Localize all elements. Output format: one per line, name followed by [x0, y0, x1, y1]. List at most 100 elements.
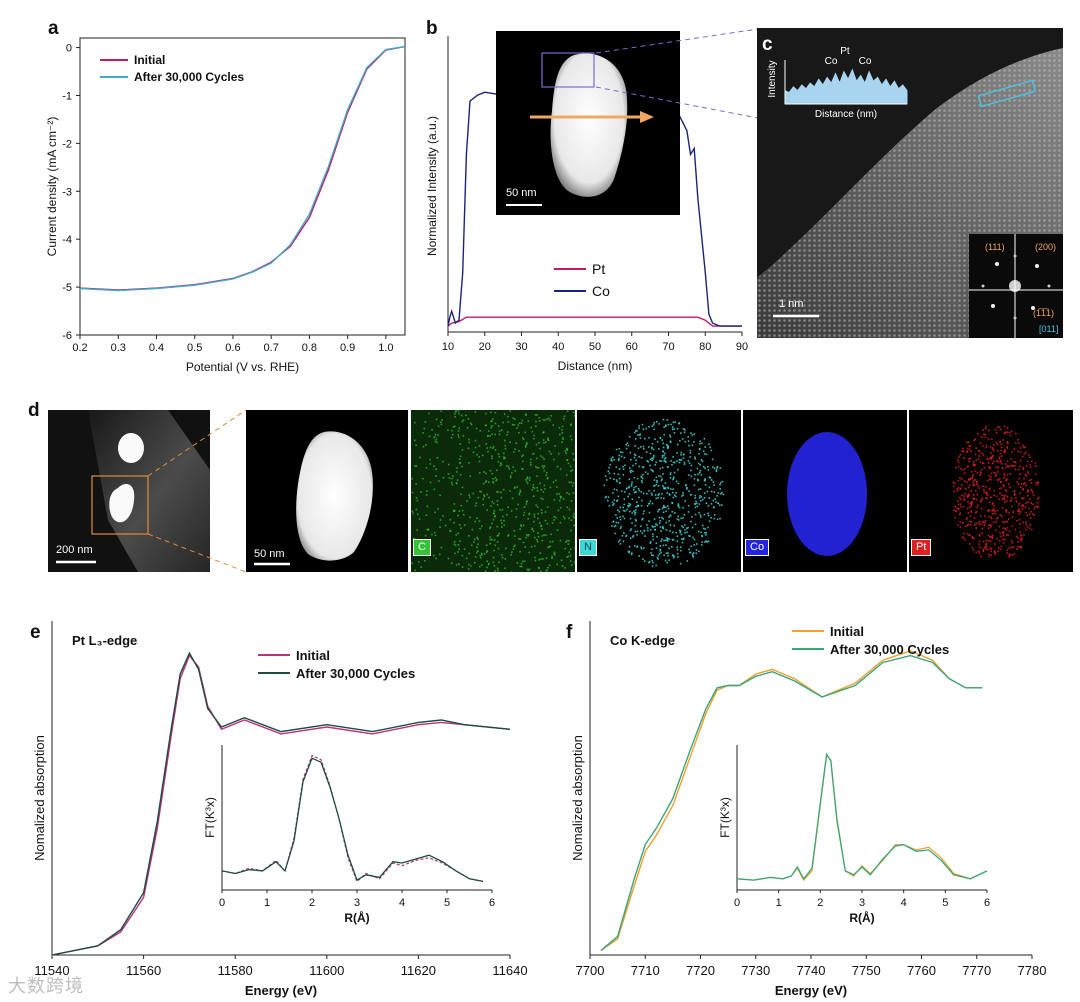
map-dot [628, 486, 630, 489]
eds-map-c: C [411, 410, 575, 572]
legend-label-a-0: Initial [134, 53, 165, 67]
map-dot [962, 498, 965, 501]
map-dot [1012, 546, 1015, 548]
map-dot [605, 479, 608, 481]
map-dot [1000, 548, 1002, 551]
inset-initial-line-e [221, 754, 484, 883]
map-dot [545, 534, 547, 536]
map-dot [603, 484, 606, 487]
map-dot [1032, 503, 1034, 506]
map-dot [664, 458, 666, 460]
map-dot [694, 497, 697, 499]
map-dot [412, 537, 415, 540]
cobalt-particle-signal [787, 432, 867, 556]
plot-frame-a [79, 37, 406, 336]
map-dot [995, 495, 998, 498]
map-dot [546, 506, 549, 509]
map-dot [570, 529, 572, 532]
map-dot [507, 431, 509, 433]
map-dot [669, 440, 672, 443]
x-tick-label-f: 7730 [741, 963, 770, 978]
map-dot [721, 480, 724, 483]
map-dot [648, 502, 651, 505]
inset-x-tick-label-e: 4 [399, 897, 405, 909]
map-dot [970, 490, 972, 492]
map-dot [676, 540, 679, 543]
map-dot [665, 443, 668, 446]
map-dot [422, 445, 425, 448]
map-dot [1036, 506, 1038, 509]
y-axis-label-b: Normalized Intensity (a.u.) [425, 116, 439, 256]
map-dot [666, 538, 669, 540]
map-dot [487, 563, 490, 566]
map-dot [486, 560, 488, 562]
map-dot [1008, 555, 1011, 558]
map-dot [1006, 465, 1009, 467]
map-dot [1025, 475, 1028, 477]
map-dot [1028, 513, 1031, 516]
map-dot [983, 524, 986, 527]
map-dot [537, 532, 539, 534]
x-tick-label-f: 7780 [1018, 963, 1047, 978]
map-dot [675, 492, 677, 494]
map-dot [675, 531, 677, 534]
map-dot [667, 505, 669, 507]
map-dot [998, 498, 1000, 500]
map-dot [520, 524, 522, 526]
map-dot [980, 523, 982, 525]
map-dot [1006, 427, 1009, 429]
map-dot [635, 506, 637, 508]
map-dot [619, 527, 622, 530]
map-dot [958, 513, 961, 516]
map-dot [667, 445, 670, 448]
map-dot [953, 485, 955, 488]
map-dot [482, 482, 485, 485]
panel-label-e: e [30, 622, 41, 643]
map-dot [963, 480, 966, 482]
map-dot [1005, 479, 1008, 482]
map-dot [653, 479, 656, 481]
map-dot [700, 458, 703, 461]
map-dot [503, 519, 505, 522]
map-dot [992, 521, 995, 524]
map-dot [1006, 495, 1009, 498]
map-dot [994, 551, 997, 554]
map-dot [461, 566, 464, 568]
map-dot [1023, 477, 1025, 480]
map-dot [697, 479, 699, 482]
map-dot [425, 467, 428, 469]
map-dot [480, 490, 482, 493]
map-dot [694, 506, 697, 509]
map-dot [451, 434, 454, 436]
map-dot [497, 425, 500, 427]
map-dot [959, 512, 962, 515]
map-dot [985, 485, 987, 488]
map-dot [497, 491, 500, 493]
map-dot [459, 462, 462, 465]
map-dot [990, 496, 992, 499]
x-tick-label-a: 0.3 [111, 342, 126, 354]
map-dot [627, 505, 630, 508]
map-dot [512, 466, 514, 468]
map-dot [671, 501, 673, 504]
map-dot [438, 480, 440, 482]
map-dot [643, 529, 646, 532]
map-dot [994, 510, 997, 512]
map-dot [628, 550, 631, 553]
map-dot [672, 556, 675, 559]
map-dot [719, 517, 721, 520]
map-dot [1027, 490, 1029, 492]
map-dot [707, 512, 709, 515]
map-dot [667, 487, 670, 490]
map-dot [658, 493, 660, 495]
map-dot [670, 545, 673, 548]
map-dot [552, 540, 554, 543]
map-dot [990, 554, 993, 556]
map-dot [411, 477, 413, 480]
map-dot [992, 508, 995, 511]
map-dot [489, 536, 492, 539]
map-dot [518, 492, 521, 494]
map-dot [1021, 505, 1023, 508]
map-dot [995, 466, 998, 469]
map-dot [492, 445, 495, 448]
